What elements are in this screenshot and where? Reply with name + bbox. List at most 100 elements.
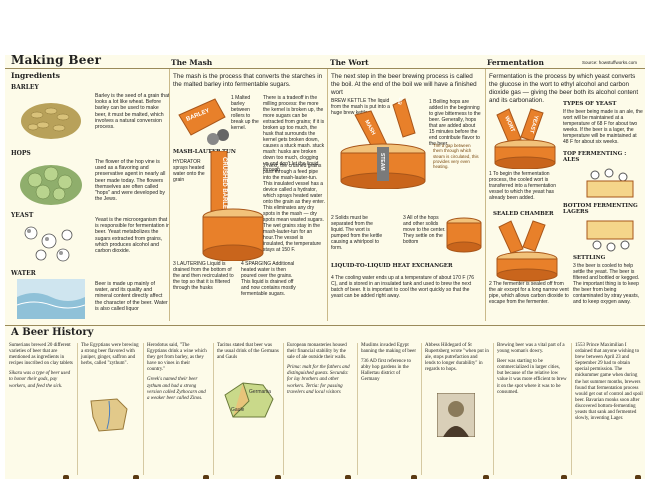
ingredient-label-yeast: YEAST bbox=[11, 212, 34, 219]
divider bbox=[571, 343, 572, 475]
divider bbox=[421, 343, 422, 475]
section-title-wort: The Wort bbox=[330, 58, 369, 67]
wort-step-3: 3 All of the hops and other solids move … bbox=[403, 215, 446, 245]
germania-gaul-map: Germania Gaule bbox=[224, 382, 274, 418]
divider bbox=[485, 69, 486, 321]
history-item: Herodotus said, "The Egyptians drink a w… bbox=[147, 343, 209, 402]
yeast-image bbox=[24, 226, 73, 262]
ingredient-label-water: WATER bbox=[11, 270, 36, 277]
ingredient-text-barley: Barley is the seed of a grain that looks… bbox=[95, 93, 170, 131]
hydrator-text: HYDRATOR sprays heated water onto the gr… bbox=[173, 159, 205, 183]
bottle-icon bbox=[483, 475, 489, 479]
barley-mill-illustration: BARLEY bbox=[178, 98, 229, 145]
ingredient-label-hops: HOPS bbox=[11, 150, 31, 157]
divider bbox=[327, 69, 328, 321]
history-item: The Egyptians were brewing a strong beer… bbox=[81, 343, 139, 367]
barley-image bbox=[21, 103, 81, 139]
bottle-icon bbox=[411, 475, 417, 479]
sealed-fermenter-illustration bbox=[496, 220, 558, 282]
history-text: Herodotus said, "The Egyptians drink a w… bbox=[147, 343, 207, 373]
history-italic: Prima: malt for the fathers and distingu… bbox=[287, 365, 350, 395]
wort-intro: The next step in the beer brewing proces… bbox=[331, 73, 477, 96]
bottle-icon bbox=[133, 475, 139, 479]
divider bbox=[143, 343, 144, 475]
mash-step-1-detail: There is a tradeoff in the milling proce… bbox=[263, 95, 325, 173]
wort-step-4: 4 The cooling water ends up at a tempera… bbox=[331, 275, 475, 299]
history-extra: 736 AD first reference to abby hop garde… bbox=[361, 359, 411, 383]
history-text: Tacitus stated that beer was the usual d… bbox=[217, 343, 279, 361]
egypt-map bbox=[90, 398, 128, 432]
history-bar bbox=[5, 325, 645, 339]
history-text: Abbess Hildegard of St Rupertsberg wrote… bbox=[425, 343, 489, 373]
history-item: Tacitus stated that beer was the usual d… bbox=[217, 343, 279, 361]
mash-step-2: 2 Next, the crushed grains pass through … bbox=[263, 163, 325, 253]
ingredient-text-hops: The flower of the hop vine is used as a … bbox=[95, 159, 166, 203]
bottle-icon bbox=[275, 475, 281, 479]
bottle-icon bbox=[63, 475, 69, 479]
history-extra: Beer was starting to be commercialized i… bbox=[497, 359, 567, 395]
divider bbox=[357, 343, 358, 475]
yeast-label: YEAST bbox=[528, 114, 539, 134]
fermentation-intro: Fermentation is the process by which yea… bbox=[489, 73, 639, 104]
water-image bbox=[17, 279, 85, 319]
history-item: Sumerians brewed 20 different varieties … bbox=[9, 343, 73, 390]
top-fermenting-heading: TOP FERMENTING : ALES bbox=[563, 151, 627, 164]
divider bbox=[169, 69, 170, 321]
bottle-icon bbox=[635, 475, 641, 479]
bottom-fermenting-illustration bbox=[586, 220, 634, 252]
divider bbox=[283, 343, 284, 475]
history-text: 1553 Prince Maximilian I ordained that a… bbox=[575, 343, 643, 422]
mash-step-3: 3 LAUTERING Liquid is drained from the b… bbox=[173, 261, 234, 291]
history-text: Brewing beer was a vital part of a young… bbox=[497, 343, 565, 355]
mash-step-4: 4 SPARGING Additional heated water is th… bbox=[241, 261, 296, 297]
beer-poster: Making Beer The Mash The Wort Fermentati… bbox=[5, 55, 645, 479]
history-text: Muslims invaded Egypt banning the making… bbox=[361, 343, 416, 355]
history-text: The Egyptians were brewing a strong beer… bbox=[81, 343, 139, 367]
divider bbox=[493, 343, 494, 475]
section-title-fermentation: Fermentation bbox=[487, 58, 544, 67]
top-fermenting-illustration bbox=[586, 168, 634, 198]
divider bbox=[213, 343, 214, 475]
wort-step-2: 2 Solids must be separated from the liqu… bbox=[331, 215, 383, 251]
ingredient-text-water: Beer is made up mainly of water, and its… bbox=[95, 281, 168, 312]
fermentation-step-3: 3 the beer is cooled to help settle the … bbox=[573, 263, 640, 305]
bottle-icon bbox=[561, 475, 567, 479]
ingredients-heading: Ingredients bbox=[11, 71, 60, 80]
history-text: Sumerians brewed 20 different varieties … bbox=[9, 343, 73, 367]
history-title: A Beer History bbox=[11, 327, 94, 338]
mash-step-1: 1 Malted barley between rollers to break… bbox=[231, 95, 259, 131]
history-item: Muslims invaded Egypt banning the making… bbox=[361, 343, 417, 384]
bottle-icon bbox=[345, 475, 351, 479]
fermentation-step-1: 1 To begin the fermentation process, the… bbox=[489, 171, 556, 201]
wort-step-1: 1 Boiling hops are added in the beginnin… bbox=[429, 99, 481, 147]
history-italic: Greek's named their beer zythum and had … bbox=[147, 377, 206, 401]
yeast-types-heading: TYPES OF YEAST bbox=[563, 101, 617, 107]
history-italic: Sikaru was a type of beer used to honor … bbox=[9, 371, 71, 389]
mash-tun-illustration: CRUSHED BARLEY bbox=[202, 151, 264, 261]
mash-intro: The mash is the process that converts th… bbox=[173, 73, 323, 88]
crushed-barley-label: CRUSHED BARLEY bbox=[221, 157, 227, 213]
whirlpool-illustration bbox=[446, 217, 482, 253]
history-item: European monasteries housed their financ… bbox=[287, 343, 353, 396]
history-item: 1553 Prince Maximilian I ordained that a… bbox=[575, 343, 643, 422]
ingredient-label-barley: BARLEY bbox=[11, 84, 39, 91]
brew-kettle-text: BREW KETTLE The liquid from the mash is … bbox=[331, 98, 390, 116]
germania-label: Germania bbox=[249, 389, 271, 395]
steam-label: STEAM bbox=[379, 153, 385, 171]
heat-exchanger-label: LIQUID-TO-LIQUID HEAT EXCHANGER bbox=[331, 263, 453, 269]
yeast-types-text: If the beer being made is an ale, the wo… bbox=[563, 109, 643, 145]
fermenter-illustration: WORT YEAST bbox=[494, 108, 556, 169]
history-item: Abbess Hildegard of St Rupertsberg wrote… bbox=[425, 343, 489, 373]
bottom-fermenting-heading: BOTTOM FERMENTING LAGERS bbox=[563, 203, 638, 216]
sealed-chamber-label: SEALED CHAMBER bbox=[493, 211, 554, 217]
section-title-mash: The Mash bbox=[171, 58, 213, 67]
brew-kettle-illustration: MASH BOILING HOPS STEAM bbox=[340, 97, 426, 189]
hops-image bbox=[20, 165, 82, 205]
history-item: Brewing beer was a vital part of a young… bbox=[497, 343, 567, 396]
hildegard-portrait bbox=[437, 393, 475, 437]
gaule-label: Gaule bbox=[231, 407, 245, 413]
mash-lauter-tun-label: MASH-LAUTER-TUN bbox=[173, 149, 236, 155]
source-note: Source: howstuffworks.com bbox=[582, 60, 637, 65]
history-text: European monasteries housed their financ… bbox=[287, 343, 347, 361]
wort-kettle-note: The a gap between them through which ste… bbox=[433, 143, 479, 170]
